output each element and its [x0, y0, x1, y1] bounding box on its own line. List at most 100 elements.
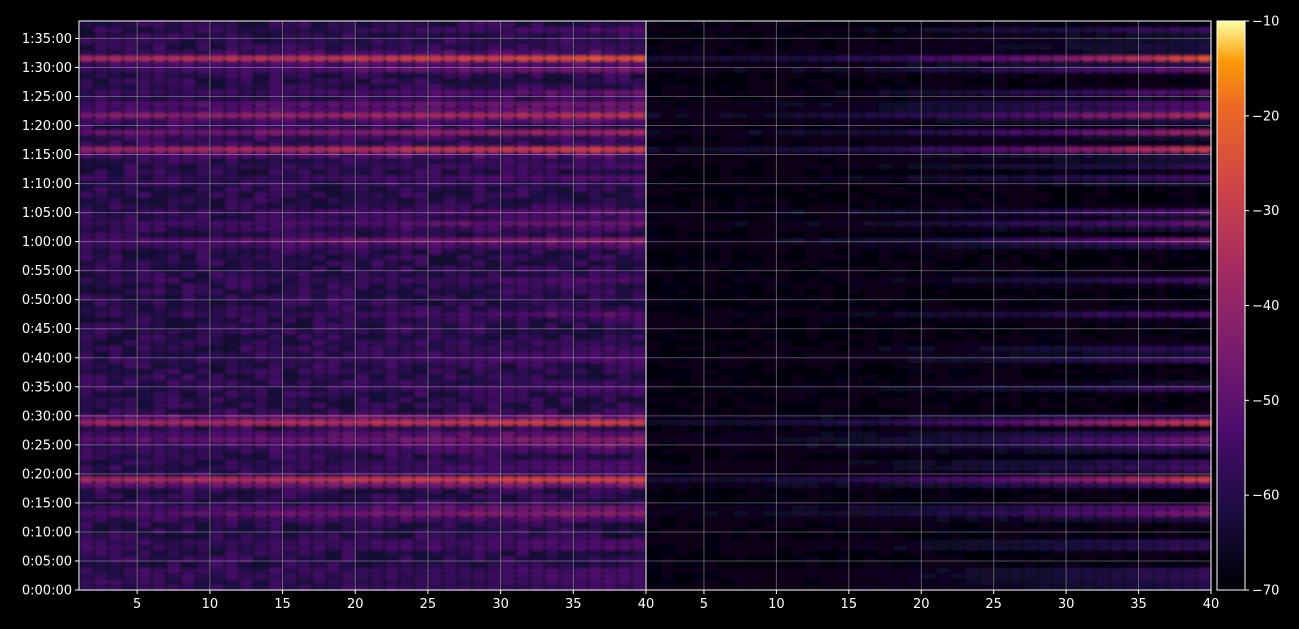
heatmap-cell: [935, 442, 951, 449]
heatmap-cell: [355, 214, 371, 221]
heatmap-cell: [993, 550, 1009, 557]
heatmap-cell: [297, 180, 313, 187]
heatmap-cell: [993, 521, 1009, 529]
heatmap-cell: [355, 134, 371, 142]
heatmap-cell: [79, 459, 95, 466]
heatmap-cell: [805, 521, 821, 529]
heatmap-cell: [195, 265, 211, 272]
heatmap-cell: [457, 339, 473, 346]
heatmap-cell: [616, 555, 633, 563]
heatmap-cell: [500, 163, 516, 170]
heatmap-cell: [500, 237, 516, 244]
heatmap-cell: [515, 481, 531, 489]
heatmap-cell: [631, 191, 647, 198]
heatmap-cell: [587, 572, 603, 580]
heatmap-cell: [137, 21, 153, 28]
heatmap-cell: [732, 544, 749, 551]
heatmap-cell: [877, 493, 893, 500]
heatmap-cell: [587, 305, 603, 312]
heatmap-cell: [558, 83, 574, 90]
heatmap-cell: [457, 197, 473, 204]
heatmap-cell: [718, 498, 734, 506]
heatmap-cell: [369, 66, 385, 73]
heatmap-cell: [1167, 487, 1183, 494]
heatmap-cell: [660, 527, 676, 534]
heatmap-cell: [79, 60, 95, 68]
heatmap-cell: [355, 259, 371, 267]
heatmap-cell: [340, 60, 356, 68]
heatmap-cell: [500, 351, 516, 358]
heatmap-cell: [209, 282, 225, 290]
heatmap-cell: [848, 459, 864, 466]
heatmap-cell: [790, 487, 806, 494]
heatmap-cell: [544, 510, 560, 517]
heatmap-cell: [384, 442, 400, 449]
heatmap-cell: [457, 413, 473, 420]
heatmap-cell: [282, 504, 298, 511]
heatmap-cell: [1051, 584, 1067, 591]
heatmap-cell: [297, 561, 313, 568]
heatmap-cell: [224, 510, 240, 517]
heatmap-cell: [79, 362, 95, 369]
heatmap-cell: [1008, 544, 1024, 551]
heatmap-cell: [326, 419, 342, 426]
heatmap-cell: [993, 470, 1009, 477]
heatmap-cell: [529, 584, 545, 591]
heatmap-cell: [340, 305, 356, 312]
heatmap-cell: [544, 362, 560, 369]
heatmap-cell: [732, 487, 749, 494]
heatmap-cell: [732, 481, 749, 489]
heatmap-cell: [209, 21, 225, 28]
heatmap-cell: [544, 345, 560, 352]
heatmap-cell: [282, 498, 298, 506]
heatmap-cell: [137, 487, 153, 494]
heatmap-cell: [1124, 544, 1140, 551]
heatmap-cell: [515, 140, 531, 147]
heatmap-cell: [253, 26, 269, 33]
heatmap-cell: [311, 504, 327, 511]
heatmap-cell: [848, 544, 864, 551]
heatmap-cell: [311, 197, 327, 204]
heatmap-cell: [486, 203, 502, 210]
heatmap-cell: [122, 459, 138, 466]
heatmap-cell: [326, 402, 342, 409]
heatmap-cell: [297, 385, 313, 392]
heatmap-cell: [195, 305, 211, 312]
heatmap-cell: [616, 316, 633, 324]
heatmap-cell: [268, 294, 284, 301]
heatmap-cell: [122, 351, 138, 358]
heatmap-cell: [398, 385, 414, 392]
heatmap-cell: [238, 112, 255, 119]
heatmap-cell: [268, 123, 284, 130]
heatmap-cell: [819, 493, 835, 500]
heatmap-cell: [587, 117, 603, 125]
heatmap-cell: [297, 174, 313, 181]
heatmap-cell: [515, 117, 531, 125]
heatmap-cell: [529, 271, 545, 278]
heatmap-cell: [369, 464, 385, 472]
heatmap-cell: [486, 26, 502, 33]
heatmap-cell: [384, 493, 400, 500]
heatmap-cell: [674, 481, 691, 489]
heatmap-cell: [442, 521, 458, 529]
heatmap-cell: [340, 117, 356, 125]
heatmap-cell: [471, 305, 487, 312]
heatmap-cell: [573, 191, 589, 198]
heatmap-cell: [558, 294, 574, 301]
heatmap-cell: [311, 316, 327, 324]
heatmap-cell: [703, 493, 720, 500]
heatmap-cell: [602, 561, 618, 568]
heatmap-cell: [892, 578, 908, 585]
heatmap-cell: [108, 345, 124, 352]
heatmap-cell: [311, 38, 327, 45]
heatmap-cell: [151, 356, 167, 363]
heatmap-cell: [631, 345, 647, 352]
heatmap-cell: [413, 572, 429, 580]
heatmap-cell: [166, 567, 182, 574]
heatmap-cell: [238, 447, 255, 455]
heatmap-cell: [558, 578, 574, 585]
heatmap-cell: [166, 424, 182, 432]
heatmap-cell: [442, 550, 458, 557]
heatmap-cell: [297, 413, 313, 420]
heatmap-cell: [209, 26, 225, 33]
